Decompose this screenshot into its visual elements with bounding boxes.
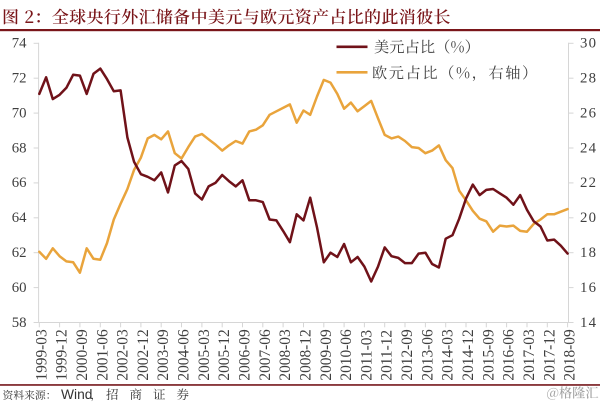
svg-text:2005-12: 2005-12: [216, 329, 233, 380]
svg-text:72: 72: [12, 71, 27, 87]
svg-text:28: 28: [580, 71, 597, 87]
svg-text:1999-12: 1999-12: [54, 329, 71, 380]
svg-text:2011-12: 2011-12: [379, 330, 396, 381]
svg-text:2002-03: 2002-03: [115, 329, 132, 381]
svg-text:24: 24: [580, 140, 597, 156]
svg-text:60: 60: [12, 280, 27, 296]
svg-text:2010-06: 2010-06: [338, 329, 355, 381]
svg-text:68: 68: [12, 140, 27, 156]
svg-text:14: 14: [580, 315, 597, 331]
svg-text:2004-06: 2004-06: [176, 329, 193, 381]
svg-text:2007-06: 2007-06: [257, 329, 274, 381]
svg-text:2014-03: 2014-03: [440, 329, 457, 381]
svg-text:62: 62: [12, 245, 27, 261]
svg-text:2001-06: 2001-06: [94, 329, 111, 381]
svg-text:2008-12: 2008-12: [298, 329, 315, 380]
svg-text:2009-09: 2009-09: [318, 329, 335, 381]
svg-text:18: 18: [580, 245, 597, 261]
svg-text:2013-06: 2013-06: [419, 329, 436, 381]
svg-text:22: 22: [580, 175, 597, 191]
svg-text:2015-09: 2015-09: [480, 329, 497, 381]
svg-text:74: 74: [12, 36, 27, 52]
svg-text:2000-09: 2000-09: [74, 329, 91, 381]
svg-text:20: 20: [580, 210, 597, 226]
svg-text:58: 58: [12, 315, 27, 331]
svg-text:64: 64: [12, 210, 27, 226]
svg-text:26: 26: [580, 105, 597, 121]
svg-text:2005-03: 2005-03: [196, 329, 213, 381]
svg-text:2002-12: 2002-12: [135, 329, 152, 380]
svg-text:30: 30: [580, 36, 597, 52]
svg-text:2014-12: 2014-12: [460, 329, 477, 380]
svg-text:2017-03: 2017-03: [521, 329, 538, 381]
svg-text:16: 16: [580, 280, 597, 296]
svg-text:2017-12: 2017-12: [541, 329, 558, 380]
svg-text:1999-03: 1999-03: [33, 329, 50, 381]
svg-text:2012-09: 2012-09: [399, 329, 416, 381]
svg-text:2016-06: 2016-06: [501, 329, 518, 381]
svg-text:2003-09: 2003-09: [155, 329, 172, 381]
svg-text:66: 66: [12, 175, 27, 191]
svg-text:70: 70: [12, 105, 27, 121]
svg-text:2018-09: 2018-09: [562, 329, 579, 381]
svg-text:2011-03: 2011-03: [358, 330, 375, 381]
svg-text:2008-03: 2008-03: [277, 329, 294, 381]
svg-text:Wind: Wind: [61, 387, 92, 402]
svg-text:2006-09: 2006-09: [237, 329, 254, 381]
